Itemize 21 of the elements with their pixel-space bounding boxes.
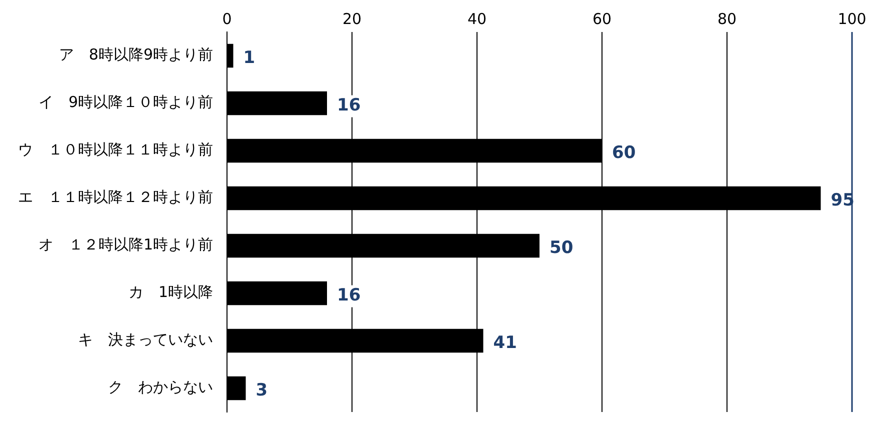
y-tick-label: キ 決まっていない [78, 330, 213, 349]
data-label: 16 [337, 286, 361, 306]
data-label: 3 [256, 380, 268, 401]
y-tick-label: イ 9時以降１０時より前 [38, 93, 213, 112]
data-label: 1 [243, 48, 256, 68]
data-label: 41 [493, 333, 517, 354]
data-label: 16 [337, 96, 361, 116]
data-label: 50 [550, 238, 574, 258]
y-tick-label: ア 8時以降9時より前 [58, 46, 213, 64]
y-tick-label: ウ １０時以降１１時より前 [18, 140, 213, 159]
y-tick-label: オ １２時以降1時より前 [38, 236, 213, 254]
x-tick-label: 60 [592, 10, 612, 28]
y-tick-label: ク わからない [108, 378, 213, 396]
data-label: 60 [612, 143, 636, 164]
y-tick-label: エ １１時以降１２時より前 [18, 188, 213, 206]
x-tick-label: 100 [838, 10, 866, 28]
y-tick-label: カ 1時以降 [128, 283, 213, 302]
x-tick-label: 40 [467, 10, 487, 28]
x-tick-label: 0 [222, 10, 232, 28]
x-tick-label: 80 [717, 10, 737, 28]
x-tick-label: 20 [342, 10, 362, 28]
